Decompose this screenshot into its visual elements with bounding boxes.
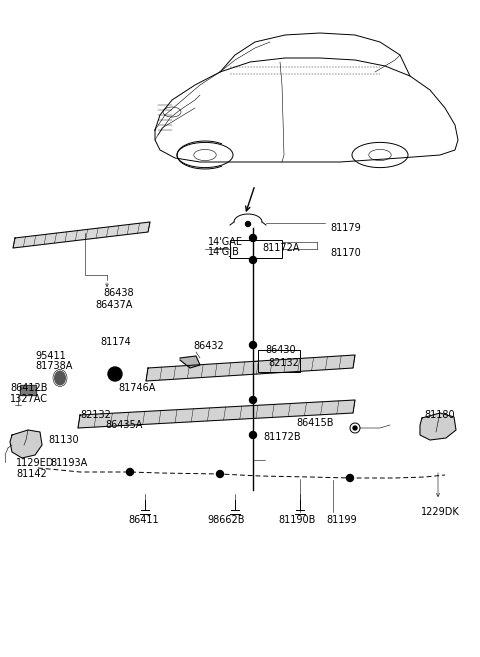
Circle shape bbox=[108, 367, 122, 381]
Circle shape bbox=[127, 468, 133, 476]
Bar bbox=[230, 240, 282, 258]
Text: 86430: 86430 bbox=[265, 345, 296, 355]
Text: 1327AC: 1327AC bbox=[10, 394, 48, 404]
Polygon shape bbox=[146, 355, 355, 381]
Text: 81172A: 81172A bbox=[262, 243, 300, 253]
Text: 81746A: 81746A bbox=[118, 383, 156, 393]
Bar bbox=[258, 350, 300, 372]
Text: 81170: 81170 bbox=[330, 248, 361, 258]
Text: 81174: 81174 bbox=[100, 337, 131, 347]
Ellipse shape bbox=[54, 371, 66, 386]
Circle shape bbox=[216, 470, 224, 478]
Text: 82132: 82132 bbox=[80, 410, 111, 420]
Text: 95411: 95411 bbox=[35, 351, 66, 361]
Text: 14'GJB: 14'GJB bbox=[208, 247, 240, 257]
Polygon shape bbox=[180, 356, 200, 368]
Text: 81172B: 81172B bbox=[263, 432, 300, 442]
Text: 86415B: 86415B bbox=[296, 418, 334, 428]
Circle shape bbox=[245, 221, 251, 227]
Circle shape bbox=[250, 235, 256, 242]
Text: 81199: 81199 bbox=[326, 515, 357, 525]
Circle shape bbox=[353, 426, 357, 430]
Text: 81190B: 81190B bbox=[278, 515, 315, 525]
Text: 81193A: 81193A bbox=[50, 458, 87, 468]
Text: 1229DK: 1229DK bbox=[421, 507, 460, 517]
Polygon shape bbox=[10, 430, 42, 458]
Text: 86437A: 86437A bbox=[95, 300, 132, 310]
Text: 86411: 86411 bbox=[128, 515, 158, 525]
Circle shape bbox=[347, 474, 353, 482]
Text: 1129ED: 1129ED bbox=[16, 458, 54, 468]
Polygon shape bbox=[13, 222, 150, 248]
Bar bbox=[20, 385, 36, 395]
Circle shape bbox=[250, 397, 256, 403]
Bar bbox=[20, 385, 36, 395]
Text: 82132: 82132 bbox=[268, 358, 299, 368]
Polygon shape bbox=[420, 413, 456, 440]
Text: 81130: 81130 bbox=[48, 435, 79, 445]
Text: 98662B: 98662B bbox=[207, 515, 244, 525]
Circle shape bbox=[250, 432, 256, 438]
Polygon shape bbox=[78, 400, 355, 428]
Circle shape bbox=[250, 342, 256, 348]
Text: 86435A: 86435A bbox=[105, 420, 143, 430]
Text: 81180: 81180 bbox=[424, 410, 455, 420]
Text: 86412B: 86412B bbox=[10, 383, 48, 393]
Text: 81142: 81142 bbox=[16, 469, 47, 479]
Text: 81738A: 81738A bbox=[35, 361, 72, 371]
Text: 86438: 86438 bbox=[103, 288, 133, 298]
Circle shape bbox=[250, 256, 256, 263]
Text: 86432: 86432 bbox=[193, 341, 224, 351]
Text: 81179: 81179 bbox=[330, 223, 361, 233]
Text: 14'GAE: 14'GAE bbox=[208, 237, 243, 247]
